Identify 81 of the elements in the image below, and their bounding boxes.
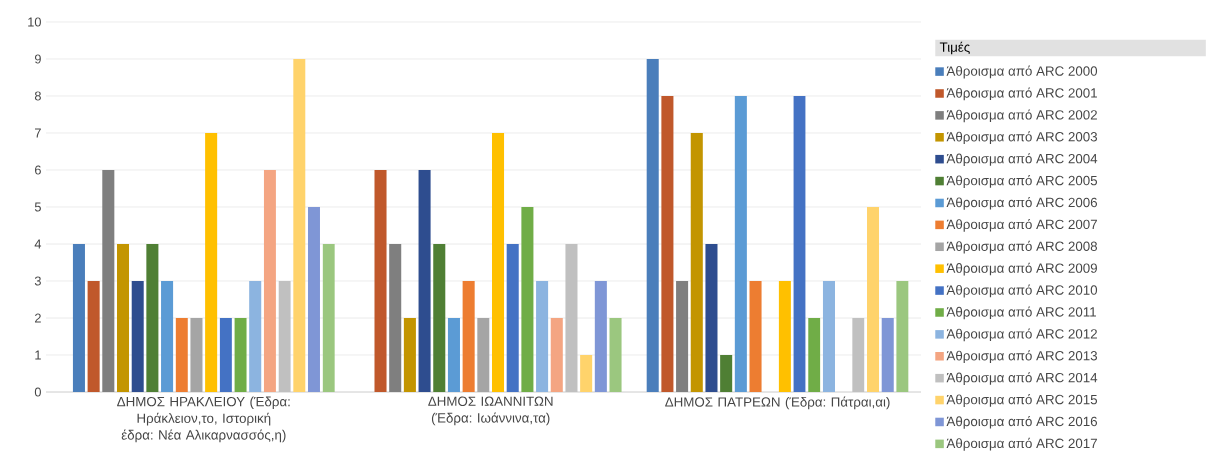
bar <box>749 281 762 392</box>
bar <box>447 318 460 392</box>
bar <box>146 244 159 392</box>
bar <box>403 318 416 392</box>
y-tick-label: 6 <box>35 165 41 175</box>
bar <box>720 355 733 392</box>
bar <box>536 281 549 392</box>
bar <box>131 281 144 392</box>
bar <box>87 281 100 392</box>
bar <box>190 318 203 392</box>
bar <box>705 244 718 392</box>
legend-label: Άθροισμα από ARC 2006 <box>946 196 1098 210</box>
legend-label: Άθροισμα από ARC 2013 <box>946 350 1098 364</box>
bar <box>808 318 821 392</box>
bar <box>205 133 218 392</box>
bar <box>646 59 659 392</box>
bar <box>521 207 534 392</box>
legend-label: Άθροισμα από ARC 2003 <box>946 131 1098 145</box>
bar <box>234 318 247 392</box>
bar <box>550 318 563 392</box>
y-tick-label: 8 <box>34 91 41 101</box>
bar <box>492 133 505 392</box>
bar <box>580 355 593 392</box>
bar <box>161 281 174 392</box>
legend-title: Τιμές <box>939 41 970 55</box>
bar <box>506 244 519 392</box>
y-tick-label: 0 <box>34 387 41 397</box>
bar <box>690 133 703 392</box>
legend-label: Άθροισμα από ARC 2001 <box>946 87 1097 101</box>
bar <box>734 96 747 392</box>
legend-label: Άθροισμα από ARC 2005 <box>946 175 1098 188</box>
legend-label: Άθροισμα από ARC 2014 <box>946 372 1098 385</box>
y-tick-label: 9 <box>34 54 41 64</box>
y-tick-label: 5 <box>34 202 41 212</box>
bar <box>293 59 306 392</box>
bar <box>477 318 490 392</box>
bar <box>676 281 689 392</box>
bar <box>389 244 402 392</box>
legend-label: Άθροισμα από ARC 2017 <box>946 437 1097 451</box>
legend-label: Άθροισμα από ARC 2015 <box>946 394 1098 407</box>
bar <box>102 170 115 392</box>
legend-label: Άθροισμα από ARC 2012 <box>946 328 1097 342</box>
legend-label: Άθροισμα από ARC 2004 <box>946 153 1098 166</box>
bar <box>307 207 320 392</box>
y-tick-label: 10 <box>28 17 41 27</box>
bar <box>116 244 130 392</box>
y-tick-label: 2 <box>35 313 41 323</box>
bar <box>418 170 431 392</box>
bar <box>793 96 806 392</box>
bar <box>219 318 232 392</box>
legend-label: Άθροισμα από ARC 2008 <box>946 240 1098 254</box>
bar <box>896 281 909 392</box>
legend-label: Άθροισμα από ARC 2011 <box>946 306 1096 320</box>
y-tick-label: 3 <box>34 276 41 286</box>
x-tick-label: ΔΗΜΟΣ ΙΩΑΝΝΙΤΩΝ (Έδρα: Ιωάννινα,τα) <box>428 396 553 426</box>
bar <box>661 96 674 392</box>
legend-label: Άθροισμα από ARC 2016 <box>946 415 1098 429</box>
x-tick-label: ΔΗΜΟΣ ΠΑΤΡΕΩΝ (Έδρα: Πάτραι,αι) <box>665 396 890 410</box>
bar <box>778 281 791 392</box>
y-tick-label: 7 <box>35 128 41 138</box>
legend-label: Άθροισμα από ARC 2007 <box>946 218 1097 232</box>
legend-label: Άθροισμα από ARC 2010 <box>946 284 1098 298</box>
y-tick-label: 1 <box>35 350 41 360</box>
y-tick-label: 4 <box>34 239 42 249</box>
bar <box>594 281 607 392</box>
legend-label: Άθροισμα από ARC 2009 <box>946 262 1097 276</box>
bar <box>433 244 446 392</box>
bar <box>374 170 387 392</box>
legend-label: Άθροισμα από ARC 2002 <box>946 109 1097 123</box>
bar <box>867 207 880 392</box>
x-tick-label: ΔΗΜΟΣ ΗΡΑΚΛΕΙΟΥ (Έδρα: Ηράκλειον,το, Ιστορική έδρα: Νέα Αλικαρνασσός,η) <box>117 396 290 443</box>
bar <box>249 281 262 392</box>
bar <box>175 318 188 392</box>
legend-label: Άθροισμα από ARC 2000 <box>946 65 1098 79</box>
bar <box>263 170 276 392</box>
bar <box>322 244 335 392</box>
bar <box>822 281 836 392</box>
bar <box>609 318 622 392</box>
bar <box>462 281 475 392</box>
bar <box>881 318 894 392</box>
bar <box>72 244 85 392</box>
